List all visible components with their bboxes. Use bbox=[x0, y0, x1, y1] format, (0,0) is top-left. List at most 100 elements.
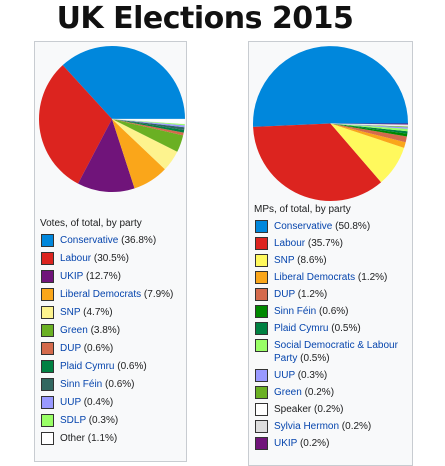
legend-label: Other bbox=[60, 433, 86, 444]
legend-value: (7.9%) bbox=[141, 289, 174, 300]
legend-value: (3.8%) bbox=[87, 325, 121, 336]
legend-value: (0.6%) bbox=[80, 343, 114, 354]
legend-swatch bbox=[41, 288, 54, 301]
legend-label[interactable]: Liberal Democrats bbox=[274, 272, 356, 283]
legend-swatch bbox=[255, 403, 268, 416]
legend-swatch bbox=[41, 378, 54, 391]
legend-label[interactable]: Plaid Cymru bbox=[60, 361, 115, 372]
legend-swatch bbox=[255, 305, 268, 318]
legend-label[interactable]: Liberal Democrats bbox=[60, 289, 142, 300]
legend-value: (0.6%) bbox=[114, 361, 147, 372]
legend-item-liberal-democrats: Liberal Democrats (1.2%) bbox=[255, 271, 410, 284]
legend-label[interactable]: UKIP bbox=[274, 438, 298, 449]
legend-label[interactable]: Green bbox=[274, 387, 302, 398]
legend-value: (0.6%) bbox=[102, 379, 135, 390]
legend-label[interactable]: UKIP bbox=[60, 271, 84, 282]
legend-swatch bbox=[41, 432, 54, 445]
legend-swatch bbox=[41, 270, 54, 283]
pie-slice-sdlp bbox=[112, 119, 185, 126]
legend-label[interactable]: SNP bbox=[274, 255, 295, 266]
pie-slice-sinn-f-in bbox=[330, 123, 408, 137]
legend-label[interactable]: Social Democratic & Labour Party bbox=[274, 340, 398, 364]
legend-item-liberal-democrats: Liberal Democrats (7.9%) bbox=[41, 288, 186, 301]
legend-value: (0.4%) bbox=[80, 397, 114, 408]
legend-swatch bbox=[255, 420, 268, 433]
pie-slice-plaid-cymru bbox=[330, 123, 408, 134]
legend-value: (1.2%) bbox=[294, 289, 328, 300]
legend-label[interactable]: Labour bbox=[274, 238, 306, 249]
legend-item-dup: DUP (0.6%) bbox=[41, 342, 186, 355]
pie-slice-labour bbox=[38, 65, 112, 184]
legend-label[interactable]: UUP bbox=[60, 397, 81, 408]
legend-item-uup: UUP (0.3%) bbox=[255, 369, 410, 382]
legend-swatch bbox=[255, 386, 268, 399]
legend-item-plaid-cymru: Plaid Cymru (0.6%) bbox=[41, 360, 186, 373]
legend-item-other: Other (1.1%) bbox=[41, 432, 186, 445]
legend-swatch bbox=[255, 254, 268, 267]
legend-value: (30.5%) bbox=[91, 253, 129, 264]
pie-slice-liberal-democrats bbox=[112, 119, 165, 189]
legend-label[interactable]: DUP bbox=[274, 289, 295, 300]
legend-swatch bbox=[255, 339, 268, 352]
legend-label[interactable]: Conservative bbox=[274, 221, 333, 232]
pie-slice-liberal-democrats bbox=[330, 123, 406, 148]
votes-chart-caption: Votes, of total, by party bbox=[40, 218, 142, 229]
pie-slice-uup bbox=[330, 123, 408, 129]
legend-item-labour: Labour (35.7%) bbox=[255, 237, 410, 250]
legend-label[interactable]: SDLP bbox=[60, 415, 86, 426]
legend-item-social-democratic-labour-party: Social Democratic & Labour Party (0.5%) bbox=[255, 339, 410, 365]
page-title: UK Elections 2015 bbox=[56, 1, 354, 36]
pie-slice-sinn-f-in bbox=[112, 119, 185, 130]
pie-slice-conservative bbox=[253, 46, 408, 127]
votes-legend: Conservative (36.8%) Labour (30.5%) UKIP (… bbox=[41, 234, 186, 450]
pie-slice-dup bbox=[112, 119, 184, 136]
legend-item-green: Green (0.2%) bbox=[255, 386, 410, 399]
legend-value: (0.2%) bbox=[297, 438, 330, 449]
legend-item-sdlp: SDLP (0.3%) bbox=[41, 414, 186, 427]
legend-label[interactable]: Plaid Cymru bbox=[274, 323, 329, 334]
pie-slice-social-democratic-labour-party bbox=[330, 123, 408, 132]
legend-value: (4.7%) bbox=[80, 307, 113, 318]
legend-swatch bbox=[255, 220, 268, 233]
pie-slice-uup bbox=[112, 119, 185, 128]
legend-label[interactable]: Conservative bbox=[60, 235, 119, 246]
legend-swatch bbox=[255, 369, 268, 382]
legend-label: Speaker bbox=[274, 404, 312, 415]
votes-chart-panel: Votes, of total, by party Conservative (… bbox=[34, 41, 187, 462]
pie-slice-plaid-cymru bbox=[112, 119, 185, 133]
legend-swatch bbox=[41, 234, 54, 247]
legend-item-sinn-f-in: Sinn Féin (0.6%) bbox=[41, 378, 186, 391]
legend-swatch bbox=[255, 322, 268, 335]
seats-chart-caption: MPs, of total, by party bbox=[254, 204, 351, 215]
legend-item-sylvia-hermon: Sylvia Hermon (0.2%) bbox=[255, 420, 410, 433]
pie-slice-other bbox=[111, 118, 186, 125]
legend-swatch bbox=[41, 342, 54, 355]
legend-label[interactable]: SNP bbox=[60, 307, 81, 318]
legend-value: (0.2%) bbox=[311, 404, 344, 415]
legend-label[interactable]: Sinn Féin bbox=[60, 379, 103, 390]
pie-slice-green bbox=[112, 119, 184, 152]
legend-swatch bbox=[255, 237, 268, 250]
legend-value: (36.8%) bbox=[118, 235, 157, 246]
legend-item-ukip: UKIP (12.7%) bbox=[41, 270, 186, 283]
legend-item-speaker: Speaker (0.2%) bbox=[255, 403, 410, 416]
legend-swatch bbox=[41, 306, 54, 319]
legend-label[interactable]: Green bbox=[60, 325, 88, 336]
pie-slice-conservative bbox=[62, 45, 186, 119]
legend-label[interactable]: Sylvia Hermon bbox=[274, 421, 340, 432]
seats-legend: Conservative (50.8%) Labour (35.7%) SNP (8… bbox=[255, 220, 410, 454]
legend-value: (0.5%) bbox=[297, 353, 330, 364]
legend-label[interactable]: Sinn Féin bbox=[274, 306, 317, 317]
legend-item-plaid-cymru: Plaid Cymru (0.5%) bbox=[255, 322, 410, 335]
legend-value: (0.6%) bbox=[316, 306, 349, 317]
legend-swatch bbox=[255, 288, 268, 301]
seats-chart-panel: MPs, of total, by party Conservative (50… bbox=[248, 41, 413, 466]
legend-swatch bbox=[41, 360, 54, 373]
legend-label[interactable]: DUP bbox=[60, 343, 81, 354]
legend-swatch bbox=[41, 396, 54, 409]
legend-value: (0.2%) bbox=[339, 421, 372, 432]
legend-label[interactable]: UUP bbox=[274, 370, 295, 381]
legend-label[interactable]: Labour bbox=[60, 253, 92, 264]
legend-value: (1.2%) bbox=[355, 272, 388, 283]
legend-value: (1.1%) bbox=[85, 433, 118, 444]
